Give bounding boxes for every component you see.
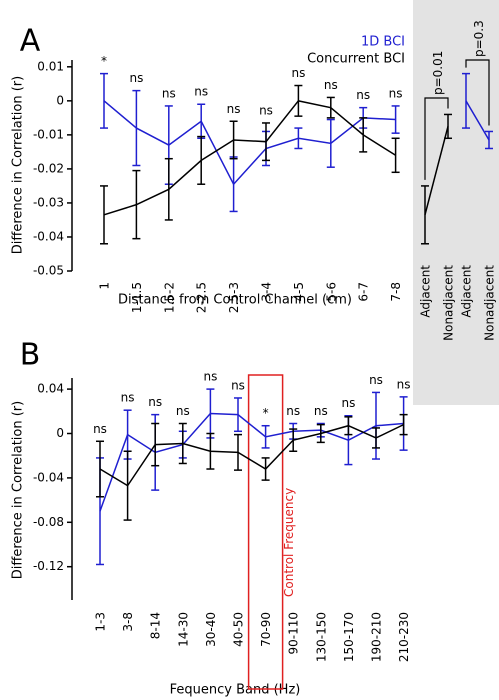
significance-label: ns bbox=[369, 373, 383, 387]
significance-label: ns bbox=[121, 391, 135, 405]
significance-label: ns bbox=[397, 377, 411, 391]
significance-label: ns bbox=[356, 88, 370, 102]
x-tick-label: 4-5 bbox=[292, 282, 306, 302]
y-axis-title: Difference in Correlation (r) bbox=[11, 401, 26, 579]
x-tick-label: 14-30 bbox=[176, 612, 190, 647]
x-tick-label: 8-14 bbox=[149, 612, 163, 639]
series-line bbox=[424, 126, 449, 216]
series-line bbox=[103, 100, 396, 216]
y-axis-title: Difference in Correlation (r) bbox=[11, 76, 26, 254]
x-tick-label: 7-8 bbox=[389, 282, 403, 302]
x-tick-label: Nonadjacent bbox=[483, 265, 497, 341]
significance-label: ns bbox=[129, 71, 143, 85]
significance-bracket bbox=[465, 59, 490, 126]
significance-label: ns bbox=[176, 404, 190, 418]
significance-label: ns bbox=[203, 370, 217, 384]
y-tick-label: -0.04 bbox=[33, 470, 64, 484]
significance-label: ns bbox=[227, 102, 241, 116]
x-tick-label: 130-150 bbox=[314, 612, 328, 662]
significance-label: * bbox=[263, 406, 269, 420]
series-line bbox=[99, 412, 404, 512]
series-line bbox=[103, 100, 396, 186]
p-value-label: p=0.01 bbox=[431, 51, 445, 95]
significance-label: ns bbox=[162, 86, 176, 100]
series-line bbox=[99, 423, 404, 487]
y-tick-label: -0.04 bbox=[33, 229, 64, 243]
x-tick-label: 70-90 bbox=[259, 612, 273, 647]
y-tick-label: 0.04 bbox=[37, 382, 64, 396]
x-tick-label: 3-8 bbox=[121, 612, 135, 632]
x-tick-label: Adjacent bbox=[460, 265, 474, 318]
x-tick-label: 150-170 bbox=[342, 612, 356, 662]
x-tick-label: 1.5-2 bbox=[162, 282, 176, 313]
y-tick-label: -0.03 bbox=[33, 195, 64, 209]
x-tick-label: 1-1.5 bbox=[130, 282, 144, 313]
x-tick-label: 3-4 bbox=[260, 282, 274, 302]
significance-label: ns bbox=[231, 378, 245, 392]
y-tick-label: -0.01 bbox=[33, 127, 64, 141]
significance-label: ns bbox=[93, 422, 107, 436]
x-tick-label: 1 bbox=[98, 282, 112, 290]
panel-label: B bbox=[20, 338, 41, 373]
p-value-label: p=0.3 bbox=[472, 20, 486, 57]
x-tick-label: 190-210 bbox=[370, 612, 384, 662]
x-tick-label: Nonadjacent bbox=[442, 265, 456, 341]
x-tick-label: 5-6 bbox=[324, 282, 338, 302]
y-tick-label: -0.02 bbox=[33, 161, 64, 175]
highlight-box bbox=[247, 374, 284, 690]
significance-label: ns bbox=[194, 85, 208, 99]
x-tick-label: Adjacent bbox=[419, 265, 433, 318]
significance-label: ns bbox=[389, 86, 403, 100]
significance-label: ns bbox=[324, 78, 338, 92]
significance-label: * bbox=[101, 54, 107, 68]
highlight-label: Control Frequency bbox=[282, 488, 296, 597]
y-tick-label: -0.08 bbox=[33, 515, 64, 529]
series-line bbox=[465, 100, 490, 141]
significance-label: ns bbox=[291, 66, 305, 80]
panel-label: A bbox=[20, 24, 41, 59]
inset-background bbox=[413, 0, 499, 405]
x-tick-label: 210-230 bbox=[397, 612, 411, 662]
x-tick-label: 1-3 bbox=[94, 612, 108, 632]
significance-label: ns bbox=[314, 404, 328, 418]
significance-label: ns bbox=[259, 103, 273, 117]
legend-entry: Concurrent BCI bbox=[307, 52, 405, 67]
y-tick-label: -0.05 bbox=[33, 264, 64, 278]
y-tick-label: 0 bbox=[56, 93, 64, 107]
significance-bracket bbox=[424, 97, 449, 180]
x-tick-label: 90-110 bbox=[287, 612, 301, 655]
legend-entry: 1D BCI bbox=[361, 35, 405, 50]
x-axis-title: Fequency Band (Hz) bbox=[170, 683, 301, 698]
significance-label: ns bbox=[341, 396, 355, 410]
x-tick-label: 2.5-3 bbox=[227, 282, 241, 313]
x-tick-label: 30-40 bbox=[204, 612, 218, 647]
x-tick-label: 6-7 bbox=[357, 282, 371, 302]
x-tick-label: 2-2.5 bbox=[195, 282, 209, 313]
significance-label: ns bbox=[286, 404, 300, 418]
x-axis-title: Distance from Control Channel (cm) bbox=[118, 293, 352, 308]
significance-label: ns bbox=[148, 395, 162, 409]
y-tick-label: 0 bbox=[56, 426, 64, 440]
x-tick-label: 40-50 bbox=[232, 612, 246, 647]
y-tick-label: 0.01 bbox=[37, 59, 64, 73]
y-tick-label: -0.12 bbox=[33, 559, 64, 573]
